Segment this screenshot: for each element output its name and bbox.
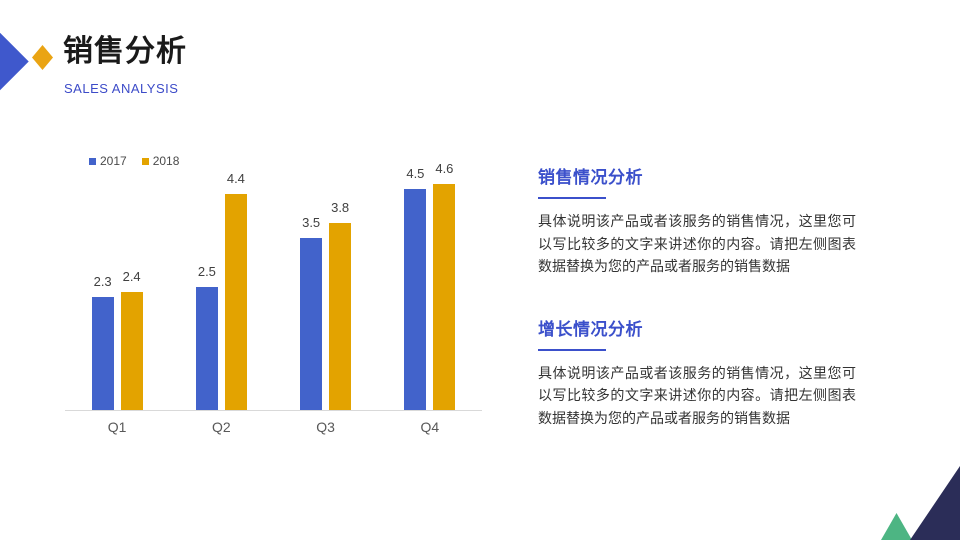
bar-value-label: 4.4: [226, 171, 245, 186]
legend-swatch-icon: [141, 157, 149, 165]
bar-2017-Q1: 2.3: [91, 274, 114, 410]
legend-swatch-icon: [89, 157, 96, 165]
bar-2017-Q2: 2.5: [195, 264, 218, 410]
chart-plot-area: 2.3 2.4 2.5 4.4 3.5 3.8 4.5 4.6: [65, 152, 482, 410]
bar-value-label: 2.5: [197, 264, 216, 279]
growth-analysis-section: 增长情况分析 具体说明该产品或者该服务的销售情况，这里您可以写比较多的文字来讲述…: [538, 315, 856, 430]
section-body: 具体说明该产品或者该服务的销售情况，这里您可以写比较多的文字来讲述你的内容。请把…: [538, 213, 856, 274]
x-axis-label-Q3: Q3: [316, 419, 335, 435]
decor-diamond-blue-icon: [0, 28, 29, 95]
legend-item-2018: 2018: [141, 154, 180, 168]
heading-underline: [538, 197, 606, 199]
sales-analysis-section: 销售情况分析 具体说明该产品或者该服务的销售情况，这里您可以写比较多的文字来讲述…: [538, 163, 856, 278]
page-title: 销售分析: [63, 35, 187, 68]
bar-2018-Q1: 2.4: [120, 269, 143, 410]
decor-diamond-orange-icon: [32, 45, 53, 70]
x-axis-labels: Q1 Q2 Q3 Q4: [65, 419, 482, 435]
bar-2017-Q4: 4.5: [404, 166, 427, 410]
bar-group-Q3: 3.5 3.8: [274, 152, 378, 410]
section-heading: 销售情况分析: [538, 168, 643, 187]
section-heading: 增长情况分析: [538, 319, 643, 339]
bar-value-label: 3.8: [331, 200, 350, 215]
chart-legend: 2017 2018: [89, 154, 179, 168]
x-axis-label-Q4: Q4: [420, 419, 440, 435]
bar-group-Q4: 4.5 4.6: [378, 152, 482, 410]
sales-bar-chart: 2017 2018 2.3 2.4 2.5 4.4 3.5 3.8 4.5 4.6 Q1 Q2 Q3…: [65, 152, 482, 442]
bar-value-label: 2.3: [93, 274, 112, 289]
bar-value-label: 2.4: [122, 269, 141, 284]
bar-group-Q2: 2.5 4.4: [169, 152, 273, 410]
x-axis-label-Q1: Q1: [107, 419, 127, 435]
bar-2017-Q3: 3.5: [300, 215, 323, 410]
bar-value-label: 4.6: [435, 161, 454, 176]
decor-triangle-navy-icon: [910, 466, 960, 540]
legend-label: 2018: [152, 154, 180, 168]
bar-value-label: 4.5: [406, 166, 425, 181]
legend-label: 2017: [100, 154, 127, 168]
bar-value-label: 3.5: [302, 215, 321, 230]
legend-item-2017: 2017: [89, 154, 127, 168]
bar-2018-Q3: 3.8: [329, 200, 352, 410]
section-body: 具体说明该产品或者该服务的销售情况，这里您可以写比较多的文字来讲述你的内容。请把…: [538, 364, 856, 426]
bar-2018-Q2: 4.4: [224, 171, 247, 410]
x-axis-label-Q2: Q2: [212, 419, 231, 435]
bar-2018-Q4: 4.6: [433, 161, 456, 410]
x-axis-line: [65, 410, 482, 411]
heading-underline: [538, 348, 606, 351]
decor-triangle-green-icon: [881, 513, 912, 540]
bar-group-Q1: 2.3 2.4: [65, 152, 169, 410]
analysis-column: 销售情况分析 具体说明该产品或者该服务的销售情况，这里您可以写比较多的文字来讲述…: [538, 163, 856, 429]
page-subtitle: SALES ANALYSIS: [64, 81, 179, 96]
